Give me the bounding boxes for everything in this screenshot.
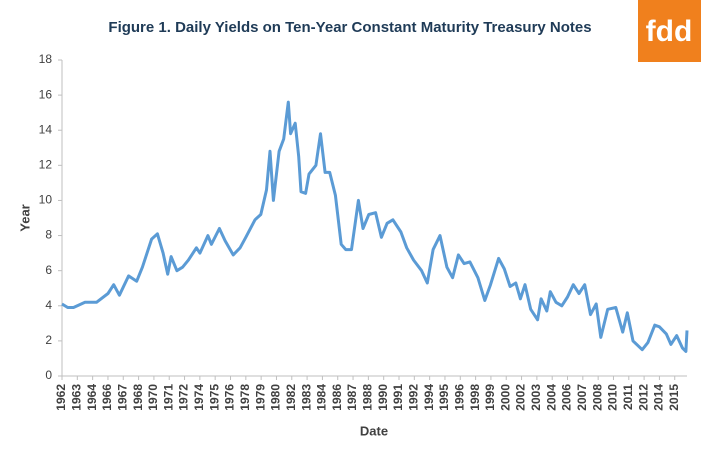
x-tick-label: 1967	[115, 384, 129, 411]
x-tick-label: 1982	[284, 384, 298, 411]
x-tick-label: 2014	[652, 384, 666, 411]
x-tick-label: 1979	[253, 384, 267, 411]
y-tick-label: 8	[45, 228, 52, 242]
x-tick-label: 2002	[514, 384, 528, 411]
x-tick-label: 2007	[575, 384, 589, 411]
logo: fdd	[646, 15, 693, 48]
y-axis-title: Year	[17, 204, 32, 231]
x-tick-label: 1972	[177, 384, 191, 411]
x-tick-label: 2012	[636, 384, 650, 411]
y-tick-label: 12	[39, 158, 53, 172]
x-tick-label: 1966	[100, 384, 114, 411]
x-tick-label: 1998	[468, 384, 482, 411]
logo-box	[638, 0, 701, 62]
x-tick-label: 2000	[498, 384, 512, 411]
x-tick-label: 1986	[330, 384, 344, 411]
x-tick-label: 1963	[69, 384, 83, 411]
x-tick-label: 1976	[223, 384, 237, 411]
x-tick-label: 1995	[437, 384, 451, 411]
x-tick-label: 1978	[238, 384, 252, 411]
y-tick-label: 10	[39, 193, 53, 207]
y-tick-label: 18	[39, 52, 53, 66]
x-tick-label: 1970	[146, 384, 160, 411]
x-tick-label: 1994	[422, 384, 436, 411]
y-tick-label: 2	[45, 333, 52, 347]
x-tick-label: 2008	[590, 384, 604, 411]
x-tick-label: 2004	[544, 384, 558, 411]
chart-title: Figure 1. Daily Yields on Ten-Year Const…	[108, 19, 591, 36]
y-tick-label: 6	[45, 263, 52, 277]
x-tick-label: 1996	[452, 384, 466, 411]
x-tick-label: 1988	[361, 384, 375, 411]
x-tick-label: 1984	[315, 384, 329, 411]
x-tick-label: 1999	[483, 384, 497, 411]
y-tick-label: 14	[39, 122, 53, 136]
x-tick-label: 1991	[391, 384, 405, 411]
x-tick-label: 2015	[667, 384, 681, 411]
x-tick-label: 1990	[376, 384, 390, 411]
x-tick-label: 1992	[407, 384, 421, 411]
x-tick-label: 2010	[606, 384, 620, 411]
x-axis-title: Date	[360, 423, 388, 438]
x-tick-label: 1968	[131, 384, 145, 411]
y-tick-label: 0	[45, 368, 52, 382]
x-tick-label: 1975	[207, 384, 221, 411]
x-tick-label: 1983	[299, 384, 313, 411]
x-tick-label: 2003	[529, 384, 543, 411]
y-tick-label: 16	[39, 87, 53, 101]
x-tick-label: 1964	[85, 384, 99, 411]
x-tick-label: 2006	[560, 384, 574, 411]
x-tick-label: 1987	[345, 384, 359, 411]
x-tick-label: 1962	[54, 384, 68, 411]
x-tick-label: 1980	[269, 384, 283, 411]
yield-line	[61, 100, 689, 353]
x-tick-label: 1974	[192, 384, 206, 411]
x-tick-label: 1971	[161, 384, 175, 411]
x-tick-label: 2011	[621, 384, 635, 410]
y-tick-label: 4	[45, 298, 52, 312]
